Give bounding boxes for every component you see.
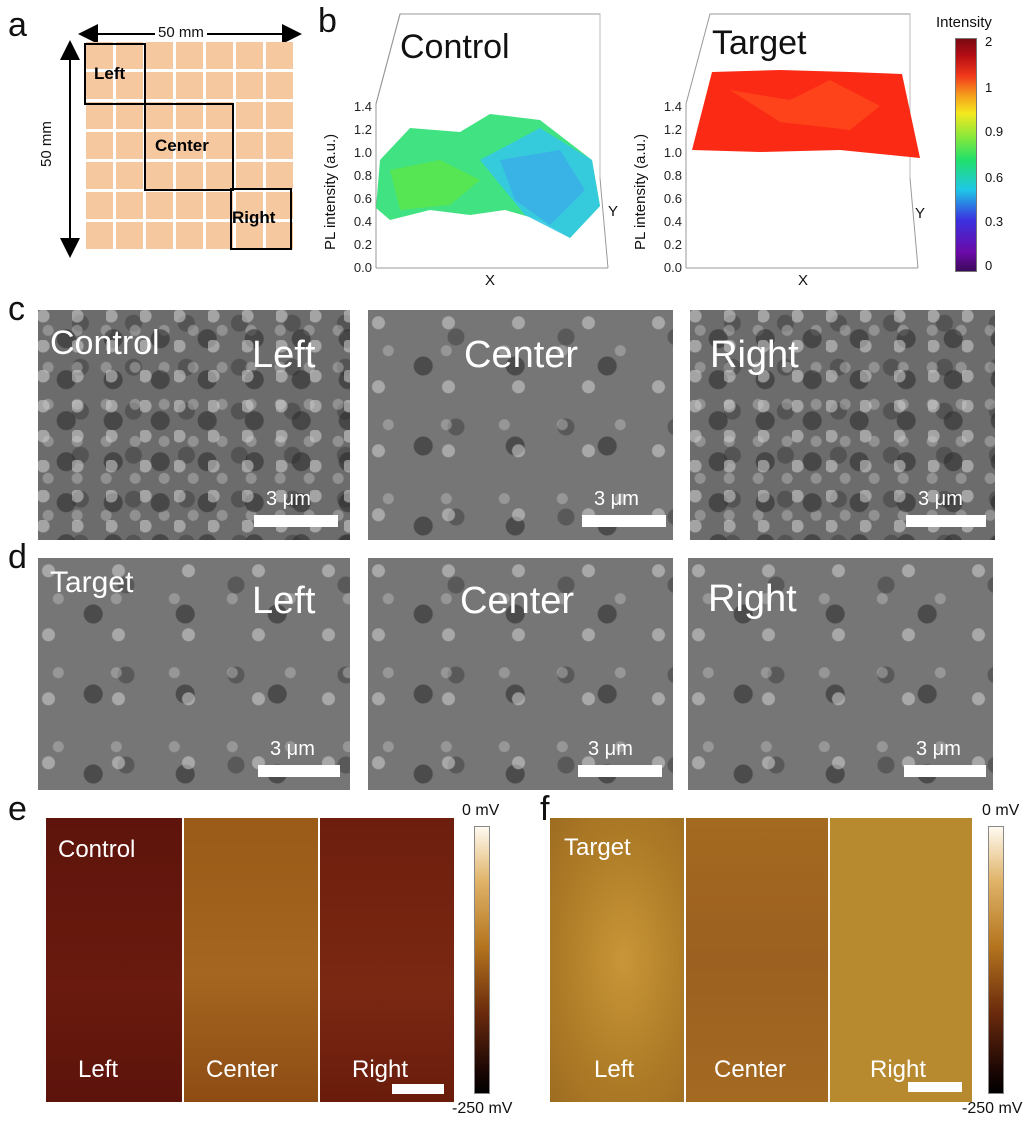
region-center-box — [144, 103, 234, 191]
ylabel-target: Y — [915, 205, 926, 222]
sem-control-center: Center 3 μm — [368, 310, 673, 540]
scale-bar — [254, 515, 338, 527]
plot-title-target: Target — [712, 24, 807, 62]
svg-text:0.2: 0.2 — [354, 237, 372, 252]
sem-position-label: Right — [710, 334, 799, 376]
cbar-top-label: 0 mV — [462, 802, 500, 819]
region-center-label: Center — [155, 136, 209, 155]
potential-colorbar — [474, 826, 490, 1094]
scale-text: 3 μm — [270, 738, 315, 760]
sem-position-label: Left — [252, 580, 316, 622]
sem-target-center: Center 3 μm — [368, 558, 673, 790]
cbar-tick-2: 2 — [985, 34, 993, 49]
panel-label-f: f — [540, 790, 550, 828]
plot-title-control: Control — [400, 28, 510, 66]
scale-bar — [906, 515, 986, 527]
kpfm-position-label: Right — [352, 1056, 409, 1083]
svg-text:0.6: 0.6 — [664, 191, 682, 206]
height-label: 50 mm — [38, 118, 55, 170]
sem-position-label: Center — [460, 580, 575, 622]
sem-position-label: Center — [464, 334, 579, 376]
svg-text:0.2: 0.2 — [664, 237, 682, 252]
pl-3d-plot-control: 0.0 0.2 0.4 0.6 0.8 1.0 1.2 1.4 — [354, 13, 609, 275]
kpfm-position-label: Center — [206, 1056, 279, 1083]
svg-text:0.4: 0.4 — [354, 214, 372, 229]
scale-bar — [908, 1082, 962, 1092]
sem-position-label: Right — [708, 578, 797, 620]
xlabel-target: X — [798, 272, 809, 289]
cbar-tick-0-9: 0.9 — [985, 124, 1004, 139]
intensity-colorbar — [955, 38, 977, 272]
region-left-label: Left — [94, 64, 126, 83]
kpfm-target-left: Target Left — [550, 818, 684, 1102]
svg-text:0.0: 0.0 — [664, 260, 682, 275]
panel-label-d: d — [8, 538, 27, 576]
kpfm-position-label: Center — [714, 1056, 787, 1083]
zlabel-target: PL intensity (a.u.) — [632, 133, 649, 250]
potential-colorbar — [988, 826, 1004, 1094]
kpfm-target-center: Center — [686, 818, 828, 1102]
scale-text: 3 μm — [266, 488, 311, 510]
panel-label-b: b — [318, 2, 337, 40]
svg-text:1.2: 1.2 — [354, 122, 372, 137]
svg-text:1.2: 1.2 — [664, 122, 682, 137]
kpfm-group-label: Target — [564, 834, 631, 861]
cbar-tick-1: 1 — [985, 80, 993, 95]
width-label: 50 mm — [155, 24, 207, 41]
svg-text:0.0: 0.0 — [354, 260, 372, 275]
scale-bar — [578, 765, 662, 777]
colorbar-title: Intensity — [936, 14, 992, 31]
sem-control-left: Control Left 3 μm — [38, 310, 350, 540]
svg-text:1.4: 1.4 — [354, 99, 372, 114]
kpfm-position-label: Right — [870, 1056, 927, 1083]
panel-label-e: e — [8, 790, 27, 828]
sem-control-right: Right 3 μm — [690, 310, 995, 540]
zlabel-control: PL intensity (a.u.) — [322, 133, 339, 250]
kpfm-group-label: Control — [58, 836, 136, 863]
kpfm-position-label: Left — [594, 1056, 635, 1083]
svg-text:0.4: 0.4 — [664, 214, 682, 229]
xlabel-control: X — [485, 272, 496, 289]
sem-target-right: Right 3 μm — [688, 558, 993, 790]
cbar-bottom-label: -250 mV — [452, 1100, 513, 1117]
pl-3d-plot-target: 0.0 0.2 0.4 0.6 0.8 1.0 1.2 1.4 — [664, 13, 920, 275]
sem-group-label: Control — [50, 324, 160, 362]
scale-bar — [392, 1084, 444, 1094]
kpfm-target-right: Right — [830, 818, 972, 1102]
cbar-tick-0-3: 0.3 — [985, 214, 1004, 229]
svg-text:0.8: 0.8 — [664, 168, 682, 183]
kpfm-control-right: Right — [320, 818, 454, 1102]
cbar-top-label: 0 mV — [982, 802, 1020, 819]
scale-bar — [582, 515, 666, 527]
sem-group-label: Target — [50, 566, 134, 599]
scale-text: 3 μm — [594, 488, 639, 510]
scale-bar — [904, 765, 986, 777]
svg-text:1.4: 1.4 — [664, 99, 682, 114]
kpfm-control-left: Control Left — [46, 818, 182, 1102]
substrate-grid — [86, 42, 296, 252]
panel-label-c: c — [8, 290, 25, 328]
svg-text:0.6: 0.6 — [354, 191, 372, 206]
svg-text:1.0: 1.0 — [664, 145, 682, 160]
region-left-box — [84, 43, 146, 105]
scale-text: 3 μm — [588, 738, 633, 760]
region-right-label: Right — [232, 208, 276, 227]
kpfm-position-label: Left — [78, 1056, 119, 1083]
svg-text:0.8: 0.8 — [354, 168, 372, 183]
svg-text:1.0: 1.0 — [354, 145, 372, 160]
cbar-bottom-label: -250 mV — [962, 1100, 1023, 1117]
kpfm-control-center: Center — [184, 818, 318, 1102]
ylabel-control: Y — [608, 203, 619, 220]
panel-label-a: a — [8, 6, 27, 44]
cbar-tick-0-6: 0.6 — [985, 170, 1004, 185]
sem-target-left: Target Left 3 μm — [38, 558, 350, 790]
scale-text: 3 μm — [918, 488, 963, 510]
region-right-box — [230, 188, 292, 250]
scale-bar — [258, 765, 340, 777]
cbar-tick-0: 0 — [985, 258, 993, 273]
sem-position-label: Left — [252, 334, 316, 376]
scale-text: 3 μm — [916, 738, 961, 760]
